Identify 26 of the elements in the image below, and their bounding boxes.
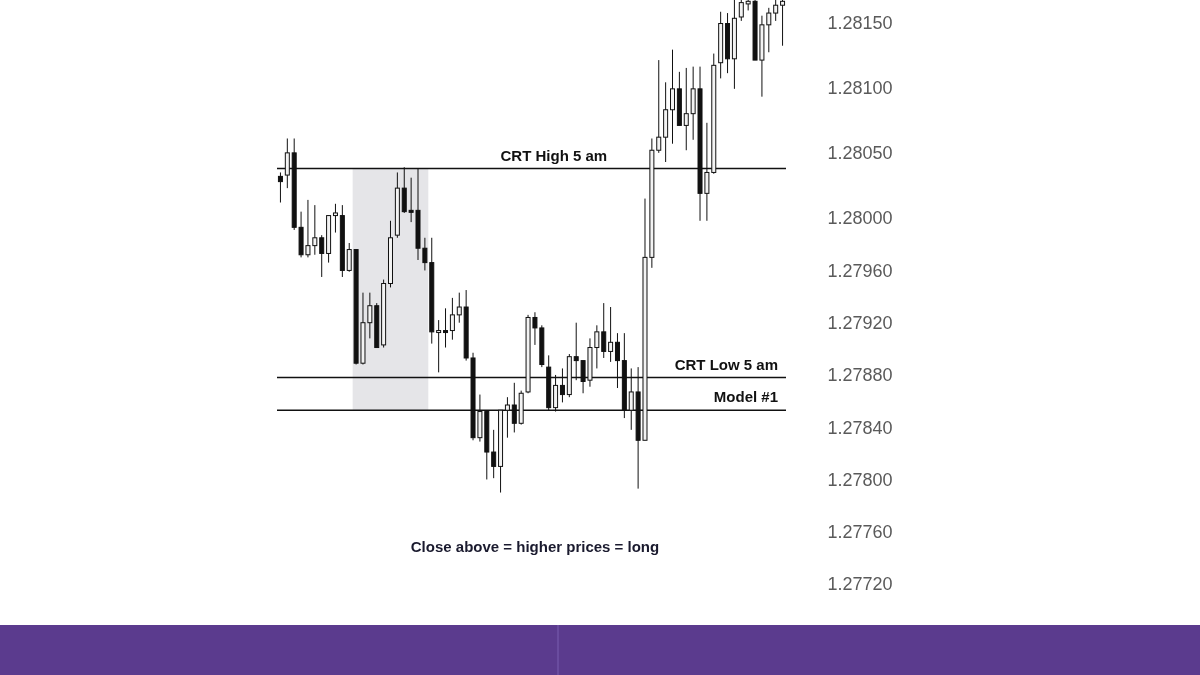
candlestick: [332, 203, 338, 234]
candlestick: [601, 302, 607, 359]
candlestick: [491, 429, 497, 479]
candlestick: [449, 297, 455, 341]
y-tick-label: 1.28050: [827, 143, 893, 164]
candlestick: [443, 307, 449, 349]
candlestick: [277, 171, 283, 204]
ref-line-label: CRT High 5 am: [500, 146, 608, 164]
ref-line-label: CRT Low 5 am: [674, 355, 778, 373]
y-tick-label: 1.28150: [827, 12, 893, 33]
candlestick: [456, 292, 462, 324]
y-tick-label: 1.27840: [827, 417, 893, 438]
candlestick: [670, 49, 676, 145]
candlestick: [608, 306, 614, 363]
y-tick-label: 1.27720: [827, 574, 893, 595]
y-tick-label: 1.27960: [827, 260, 893, 281]
ref-line-label: Model #1: [713, 388, 778, 406]
y-tick-label: 1.28100: [827, 77, 893, 98]
candlestick: [436, 319, 442, 373]
y-tick-label: 1.27800: [827, 469, 893, 490]
y-tick-label: 1.27760: [827, 522, 893, 543]
y-tick-label: 1.27920: [827, 313, 893, 333]
y-tick-label: 1.28000: [827, 208, 893, 229]
y-tick-label: 1.27880: [827, 365, 893, 386]
annotation: Close above = higher prices = long: [410, 538, 660, 555]
candlestick: [319, 234, 325, 278]
